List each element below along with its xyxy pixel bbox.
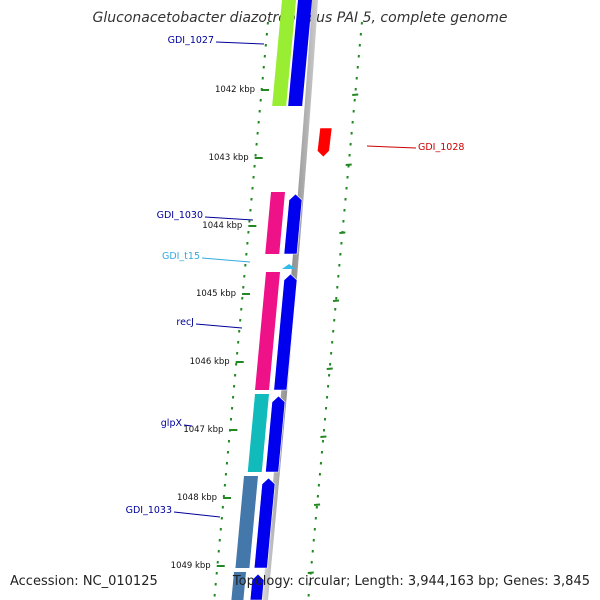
major-tick: [326, 367, 333, 370]
tick-label: 1048 kbp: [177, 493, 217, 503]
cds-arrow[interactable]: [283, 193, 303, 255]
major-tick: [345, 163, 352, 166]
gene-label[interactable]: GDI_1028: [418, 142, 464, 153]
major-tick: [332, 299, 340, 302]
tick-label: 1049 kbp: [171, 561, 211, 571]
gene-label[interactable]: GDI_1027: [168, 35, 214, 46]
gene-label[interactable]: recJ: [176, 317, 194, 328]
major-tick: [320, 435, 327, 438]
leader-line: [195, 323, 243, 329]
leader-line: [366, 145, 417, 149]
accession-text: Accession: NC_010125: [10, 574, 158, 589]
tick-label: 1044 kbp: [202, 221, 242, 231]
feature-glpx[interactable]: [247, 394, 269, 472]
gene-label[interactable]: glpX: [161, 418, 183, 429]
feature-gdi-1027[interactable]: [272, 0, 296, 106]
gene-label[interactable]: GDI_1030: [157, 210, 203, 221]
tick-label: 1042 kbp: [215, 85, 255, 95]
tick-label: 1045 kbp: [196, 289, 236, 299]
gene-labels: GDI_1027 GDI_1028 GDI_1030 GDI_t15 recJ glpX G…: [126, 35, 464, 518]
feature-gdi-1033[interactable]: [235, 476, 258, 568]
cds-arrow[interactable]: [265, 395, 286, 473]
major-tick: [313, 503, 321, 506]
major-tick: [307, 571, 314, 574]
leader-line: [173, 511, 221, 518]
tick-label: 1047 kbp: [183, 425, 223, 435]
gene-label[interactable]: GDI_t15: [162, 251, 200, 262]
leader-line: [201, 257, 251, 263]
cds-arrow[interactable]: [273, 273, 298, 391]
feature-recj[interactable]: [255, 272, 280, 390]
cds-arrow[interactable]: [249, 573, 265, 600]
feature-gdi-1030[interactable]: [265, 192, 285, 254]
tick-label: 1046 kbp: [190, 357, 230, 367]
genome-summary-text: Topology: circular; Length: 3,944,163 bp…: [232, 574, 590, 589]
feature-gdi-t15[interactable]: [282, 264, 296, 269]
major-tick: [339, 231, 346, 234]
gene-label[interactable]: GDI_1033: [126, 505, 172, 516]
leader-line: [204, 216, 254, 221]
feature-gdi-1028[interactable]: [316, 127, 333, 158]
leader-line: [215, 41, 265, 45]
major-tick: [352, 93, 359, 96]
cds-arrow[interactable]: [253, 477, 276, 569]
leader-line: [183, 424, 193, 427]
tick-label: 1043 kbp: [209, 153, 249, 163]
tick-marks: 1042 kbp 1043 kbp 1044 kbp 1045 kbp 1046 kbp…: [171, 21, 363, 597]
cds-arrow[interactable]: [288, 0, 312, 106]
feature-track: [231, 0, 333, 600]
feature-block[interactable]: [231, 572, 246, 600]
